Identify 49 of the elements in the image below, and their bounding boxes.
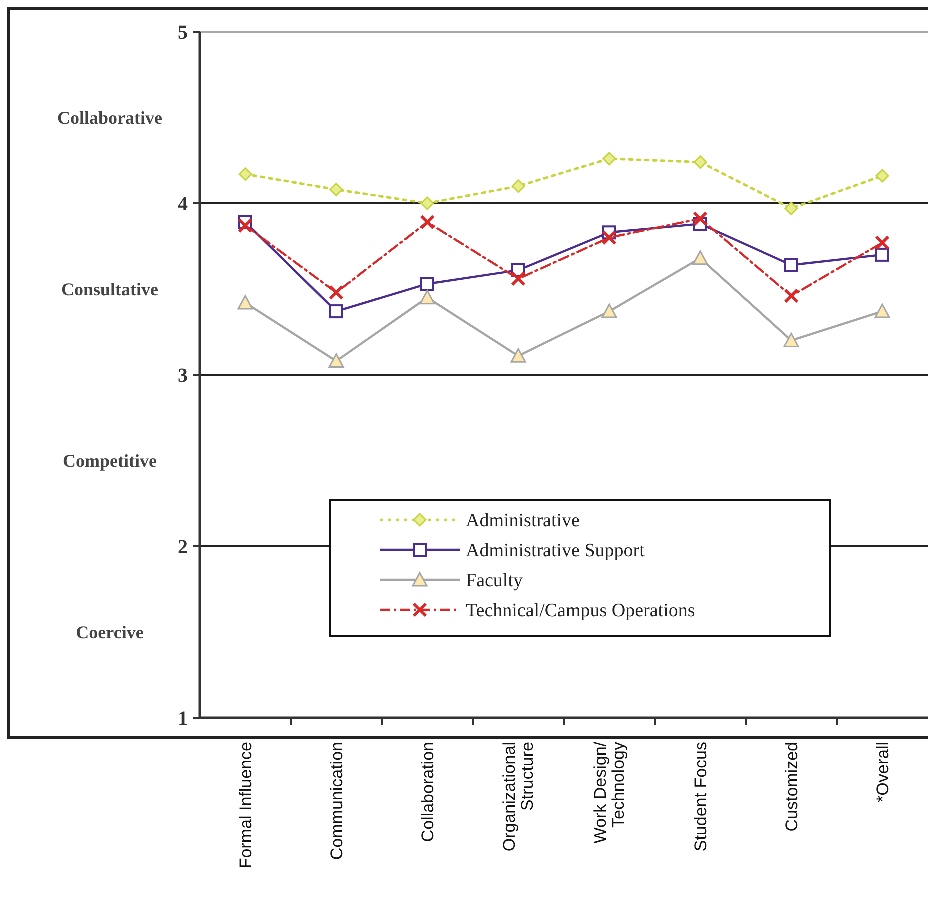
point [876,169,890,183]
point [602,152,616,166]
point [784,202,798,216]
x-tick-label: Student Focus [691,742,710,852]
legend-label: Administrative Support [466,540,646,562]
point [784,288,799,304]
point [784,332,800,348]
y-tick-label: 3 [178,365,188,387]
point [330,304,344,319]
y-tick-label: 4 [178,194,188,216]
x-tick-label: Work Design/ Technology [591,742,628,844]
point [511,271,526,286]
legend-label: Technical/Campus Operations [466,600,696,622]
point [692,250,708,266]
y-tick-label: 2 [178,536,188,558]
x-tick-label: Collaboration [418,742,438,842]
x-tick-label: Communication [327,742,346,860]
point [238,168,252,182]
point [328,354,344,368]
point [602,230,617,246]
y-tick-label: 1 [178,708,188,730]
point [238,295,254,310]
point [329,285,344,300]
point [876,248,890,262]
point [602,304,618,318]
text: Collaborative [58,108,162,128]
point [238,218,253,234]
x-tick-label: Organizational Structure [500,742,537,852]
x-tick-label: *Overall [873,742,892,802]
text: Competitive [63,451,157,472]
point [875,235,890,250]
legend-label: Faculty [466,570,524,592]
point [420,277,434,292]
x-tick-label: Formal Influence [236,742,256,869]
point [330,183,344,197]
point [693,211,708,226]
point [510,348,526,363]
point [874,304,890,318]
text: Consultative [61,280,159,300]
x-tick-label: Customized [782,742,802,832]
point [420,290,436,305]
point [420,214,435,230]
point [420,196,434,210]
point [784,258,798,272]
y-tick-label: 5 [178,22,188,44]
point [512,180,526,194]
point [694,156,708,170]
legend-label: Administrative [466,510,580,532]
text: Coercive [76,622,144,643]
